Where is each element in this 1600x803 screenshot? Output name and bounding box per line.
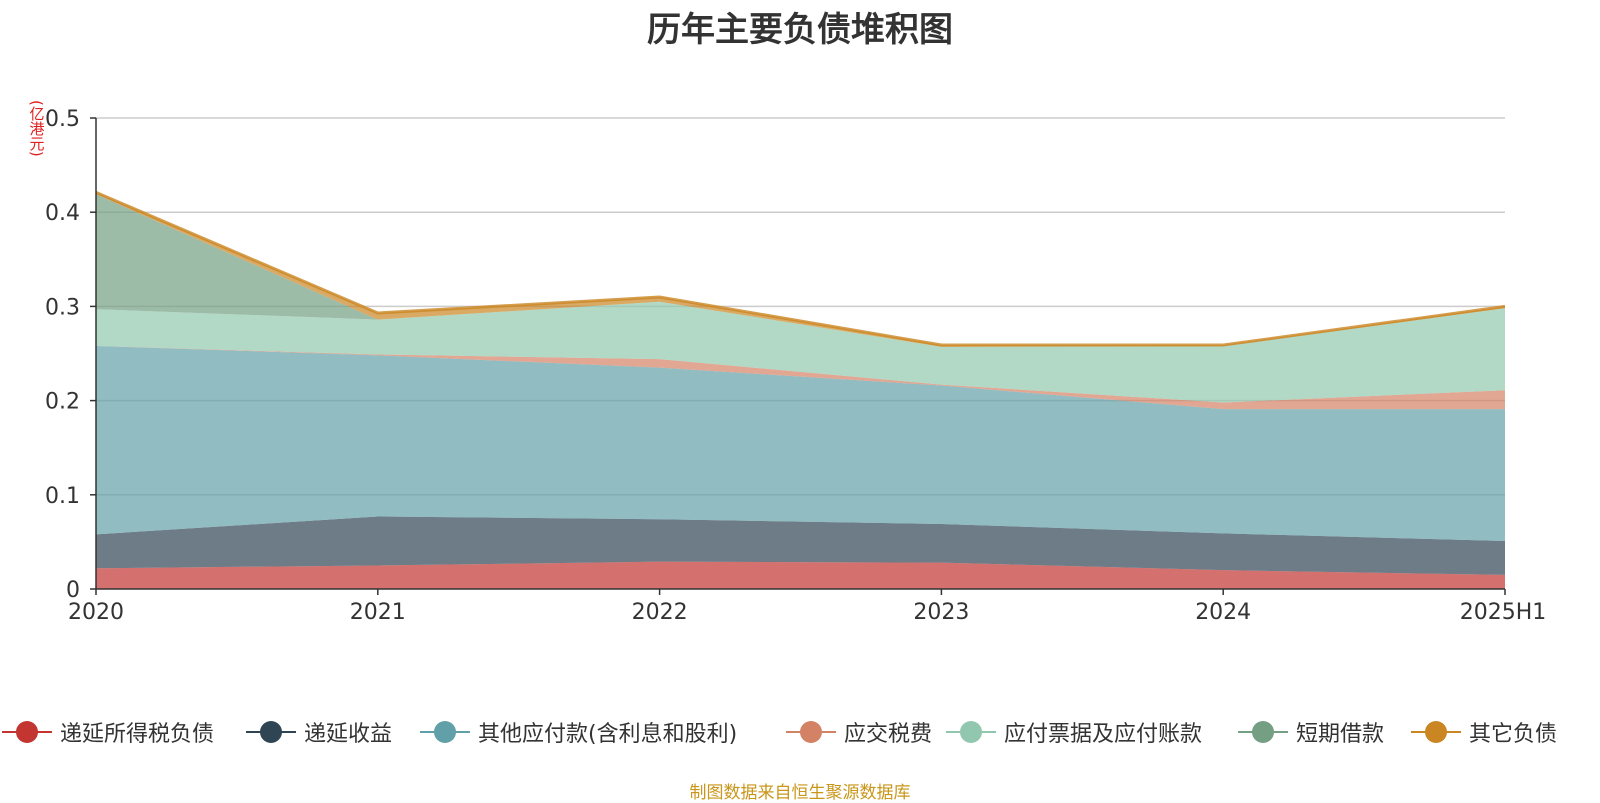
area-series-4	[96, 301, 1505, 403]
y-tick-label: 0.1	[45, 484, 80, 509]
y-tick-label: 0.2	[45, 390, 80, 415]
x-tick-label: 2022	[632, 600, 688, 625]
total-outline-line	[95, 191, 1506, 347]
source-note: 制图数据来自恒生聚源数据库	[689, 783, 911, 803]
legend-item[interactable]: 递延所得税负债	[2, 712, 214, 752]
y-tick-label: 0.5	[45, 107, 80, 132]
x-tick-label: 2023	[913, 600, 969, 625]
legend-marker-icon	[2, 720, 52, 744]
x-tick-label: 2021	[350, 600, 406, 625]
legend-label: 短期借款	[1296, 722, 1385, 747]
legend: 递延所得税负债 递延收益 其他应付款(含利息和股利) 应交税费 应付票据及应付账款 短期借…	[0, 712, 1600, 752]
legend-marker-icon	[946, 720, 996, 744]
legend-marker-icon	[786, 720, 836, 744]
legend-label: 应付票据及应付账款	[1004, 722, 1203, 747]
legend-item[interactable]: 其它负债	[1411, 712, 1557, 752]
legend-label: 应交税费	[844, 722, 933, 747]
legend-marker-icon	[1238, 720, 1288, 744]
legend-item[interactable]: 其他应付款(含利息和股利)	[420, 712, 737, 752]
axes	[90, 117, 1506, 595]
x-tick-label: 2020	[68, 600, 124, 625]
y-axis-unit-label: (亿港元)	[27, 100, 46, 160]
y-unit-text: (亿港元)	[27, 100, 46, 157]
area-series-0	[96, 561, 1505, 589]
legend-item[interactable]: 递延收益	[246, 712, 392, 752]
series-areas	[95, 191, 1506, 589]
legend-marker-icon	[246, 720, 296, 744]
legend-item[interactable]: 短期借款	[1238, 712, 1384, 752]
legend-item[interactable]: 应交税费	[786, 712, 932, 752]
legend-label: 递延收益	[304, 722, 393, 747]
y-tick-label: 0.3	[45, 295, 80, 320]
x-tick-label: 2024	[1195, 600, 1251, 625]
legend-label: 递延所得税负债	[60, 722, 215, 747]
chart-title: 历年主要负债堆积图	[647, 10, 953, 50]
y-tick-label: 0.4	[45, 201, 80, 226]
legend-item[interactable]: 应付票据及应付账款	[946, 712, 1202, 752]
y-tick-label: 0	[66, 578, 80, 603]
tick-labels: 0 0.1 0.2 0.3 0.4 0.5 2020 2021 2022 2023 2024 2025…	[45, 107, 1546, 625]
x-tick-label: 2025H1	[1460, 600, 1547, 625]
legend-marker-icon	[1411, 720, 1461, 744]
area-series-1	[96, 516, 1505, 575]
area-series-2	[96, 345, 1505, 541]
legend-label: 其他应付款(含利息和股利)	[478, 722, 738, 747]
legend-label: 其它负债	[1469, 722, 1558, 747]
legend-marker-icon	[420, 720, 470, 744]
area-series-3	[96, 345, 1505, 410]
